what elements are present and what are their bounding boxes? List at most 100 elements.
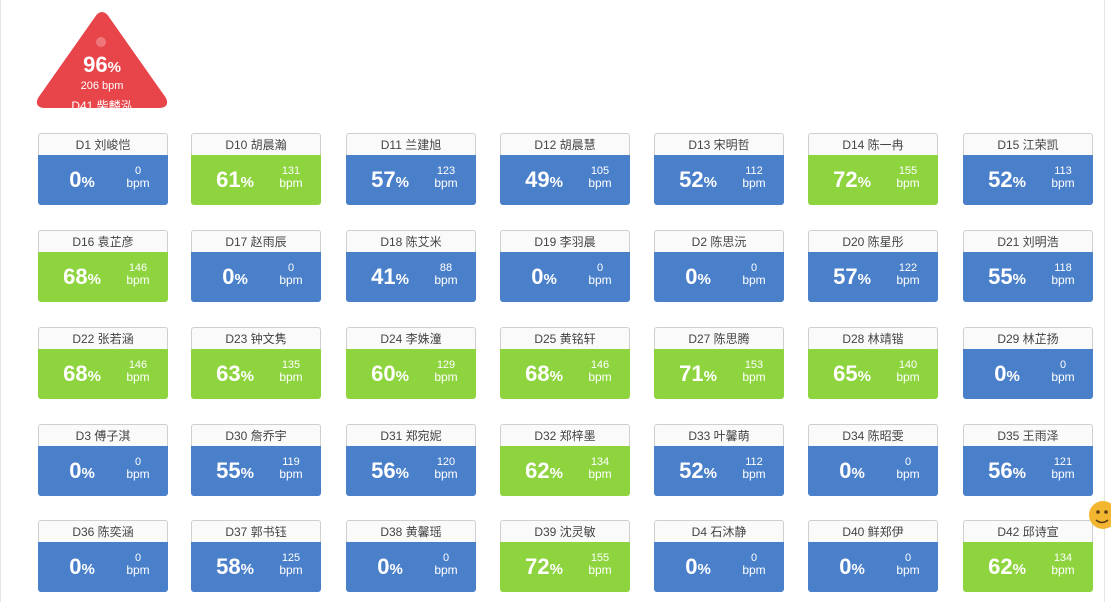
percent-value: 0 bbox=[839, 458, 852, 483]
bpm-readout: 0 bpm bbox=[1043, 359, 1083, 383]
student-card[interactable]: D24 李姝潼 60% 129 bpm bbox=[346, 327, 476, 399]
student-card[interactable]: D35 王雨泽 56% 121 bpm bbox=[963, 424, 1093, 496]
bpm-label: bpm bbox=[126, 563, 150, 577]
student-card[interactable]: D28 林靖锴 65% 140 bpm bbox=[808, 327, 938, 399]
bpm-label: bpm bbox=[126, 467, 150, 481]
percent-value: 71 bbox=[679, 361, 704, 386]
student-name: D40 鲜郑伊 bbox=[808, 520, 938, 543]
student-card[interactable]: D4 石沐静 0% 0 bpm bbox=[654, 520, 784, 592]
intensity-percent: 72% bbox=[504, 542, 584, 592]
heart-rate-panel: 0% 0 bpm bbox=[38, 155, 168, 205]
bpm-readout: 146 bpm bbox=[118, 359, 158, 383]
percent-value: 68 bbox=[63, 361, 88, 386]
student-name: D33 叶馨萌 bbox=[654, 424, 784, 447]
bpm-readout: 113 bpm bbox=[1043, 165, 1083, 189]
intensity-percent: 61% bbox=[195, 155, 275, 205]
intensity-percent: 41% bbox=[350, 252, 430, 302]
percent-value: 0 bbox=[69, 554, 82, 579]
student-card[interactable]: D37 郭书钰 58% 125 bpm bbox=[191, 520, 321, 592]
student-card[interactable]: D42 邱诗宣 62% 134 bpm bbox=[963, 520, 1093, 592]
student-name: D37 郭书钰 bbox=[191, 520, 321, 543]
intensity-percent: 65% bbox=[812, 349, 892, 399]
student-card[interactable]: D36 陈奕涵 0% 0 bpm bbox=[38, 520, 168, 592]
student-card[interactable]: D1 刘峻恺 0% 0 bpm bbox=[38, 133, 168, 205]
bpm-label: bpm bbox=[742, 273, 766, 287]
intensity-percent: 0% bbox=[42, 155, 122, 205]
student-card[interactable]: D33 叶馨萌 52% 112 bpm bbox=[654, 424, 784, 496]
student-card[interactable]: D22 张若涵 68% 146 bpm bbox=[38, 327, 168, 399]
intensity-percent: 71% bbox=[658, 349, 738, 399]
bpm-label: bpm bbox=[896, 370, 920, 384]
student-card[interactable]: D34 陈昭雯 0% 0 bpm bbox=[808, 424, 938, 496]
percent-unit: % bbox=[851, 465, 865, 482]
intensity-percent: 68% bbox=[504, 349, 584, 399]
bpm-value: 88 bbox=[439, 262, 453, 274]
percent-unit: % bbox=[395, 465, 409, 482]
emoji-face-icon[interactable] bbox=[1088, 498, 1111, 532]
student-name: D27 陈思腾 bbox=[654, 327, 784, 350]
heart-rate-panel: 56% 120 bpm bbox=[346, 446, 476, 496]
bpm-value: 0 bbox=[134, 165, 142, 177]
student-name: D18 陈艾米 bbox=[346, 230, 476, 253]
student-card[interactable]: D2 陈思沅 0% 0 bpm bbox=[654, 230, 784, 302]
student-card[interactable]: D17 赵雨辰 0% 0 bpm bbox=[191, 230, 321, 302]
intensity-percent: 0% bbox=[195, 252, 275, 302]
percent-value: 58 bbox=[216, 554, 241, 579]
bpm-readout: 134 bpm bbox=[580, 456, 620, 480]
intensity-percent: 0% bbox=[812, 542, 892, 592]
student-card[interactable]: D39 沈灵敏 72% 155 bpm bbox=[500, 520, 630, 592]
percent-unit: % bbox=[240, 561, 254, 578]
heart-rate-panel: 55% 119 bpm bbox=[191, 446, 321, 496]
student-card[interactable]: D12 胡晨慧 49% 105 bpm bbox=[500, 133, 630, 205]
percent-unit: % bbox=[697, 561, 711, 578]
student-card[interactable]: D14 陈一冉 72% 155 bpm bbox=[808, 133, 938, 205]
student-name: D34 陈昭雯 bbox=[808, 424, 938, 447]
heart-rate-panel: 0% 0 bpm bbox=[500, 252, 630, 302]
bpm-value: 146 bbox=[128, 359, 148, 371]
percent-value: 57 bbox=[833, 264, 858, 289]
alert-warning-triangle[interactable]: 96% 206 bpm D41 柴麟泓 bbox=[34, 8, 170, 113]
student-card[interactable]: D16 袁芷彦 68% 146 bpm bbox=[38, 230, 168, 302]
student-card[interactable]: D11 兰建旭 57% 123 bpm bbox=[346, 133, 476, 205]
student-card[interactable]: D27 陈思腾 71% 153 bpm bbox=[654, 327, 784, 399]
student-card[interactable]: D19 李羽晨 0% 0 bpm bbox=[500, 230, 630, 302]
student-card[interactable]: D30 詹乔宇 55% 119 bpm bbox=[191, 424, 321, 496]
student-card[interactable]: D31 郑宛妮 56% 120 bpm bbox=[346, 424, 476, 496]
heart-rate-panel: 52% 113 bpm bbox=[963, 155, 1093, 205]
alert-bpm: 206 bpm bbox=[80, 80, 124, 92]
student-card[interactable]: D3 傅子淇 0% 0 bpm bbox=[38, 424, 168, 496]
student-card[interactable]: D18 陈艾米 41% 88 bpm bbox=[346, 230, 476, 302]
student-card[interactable]: D29 林芷扬 0% 0 bpm bbox=[963, 327, 1093, 399]
intensity-percent: 68% bbox=[42, 252, 122, 302]
bpm-value: 0 bbox=[750, 262, 758, 274]
heart-rate-panel: 0% 0 bpm bbox=[963, 349, 1093, 399]
heart-rate-panel: 0% 0 bpm bbox=[808, 446, 938, 496]
student-name: D25 黄铭轩 bbox=[500, 327, 630, 350]
student-card[interactable]: D25 黄铭轩 68% 146 bpm bbox=[500, 327, 630, 399]
intensity-percent: 56% bbox=[350, 446, 430, 496]
percent-unit: % bbox=[703, 174, 717, 191]
student-card[interactable]: D13 宋明哲 52% 112 bpm bbox=[654, 133, 784, 205]
student-card[interactable]: D38 黄馨瑶 0% 0 bpm bbox=[346, 520, 476, 592]
heart-rate-panel: 62% 134 bpm bbox=[500, 446, 630, 496]
student-card[interactable]: D15 江荣凯 52% 113 bpm bbox=[963, 133, 1093, 205]
heart-rate-panel: 0% 0 bpm bbox=[654, 252, 784, 302]
student-card[interactable]: D21 刘明浩 55% 118 bpm bbox=[963, 230, 1093, 302]
heart-rate-panel: 55% 118 bpm bbox=[963, 252, 1093, 302]
student-name: D13 宋明哲 bbox=[654, 133, 784, 156]
percent-unit: % bbox=[703, 465, 717, 482]
bpm-label: bpm bbox=[896, 563, 920, 577]
student-card[interactable]: D40 鲜郑伊 0% 0 bpm bbox=[808, 520, 938, 592]
bpm-value: 125 bbox=[281, 552, 301, 564]
intensity-percent: 57% bbox=[812, 252, 892, 302]
percent-unit: % bbox=[1012, 271, 1026, 288]
student-card[interactable]: D10 胡晨瀚 61% 131 bpm bbox=[191, 133, 321, 205]
heart-rate-panel: 71% 153 bpm bbox=[654, 349, 784, 399]
heart-rate-panel: 58% 125 bpm bbox=[191, 542, 321, 592]
student-card[interactable]: D23 钟文隽 63% 135 bpm bbox=[191, 327, 321, 399]
student-card[interactable]: D20 陈星彤 57% 122 bpm bbox=[808, 230, 938, 302]
bpm-value: 0 bbox=[904, 456, 912, 468]
student-card[interactable]: D32 郑梓墨 62% 134 bpm bbox=[500, 424, 630, 496]
bpm-value: 112 bbox=[745, 165, 763, 177]
bpm-readout: 125 bpm bbox=[271, 552, 311, 576]
